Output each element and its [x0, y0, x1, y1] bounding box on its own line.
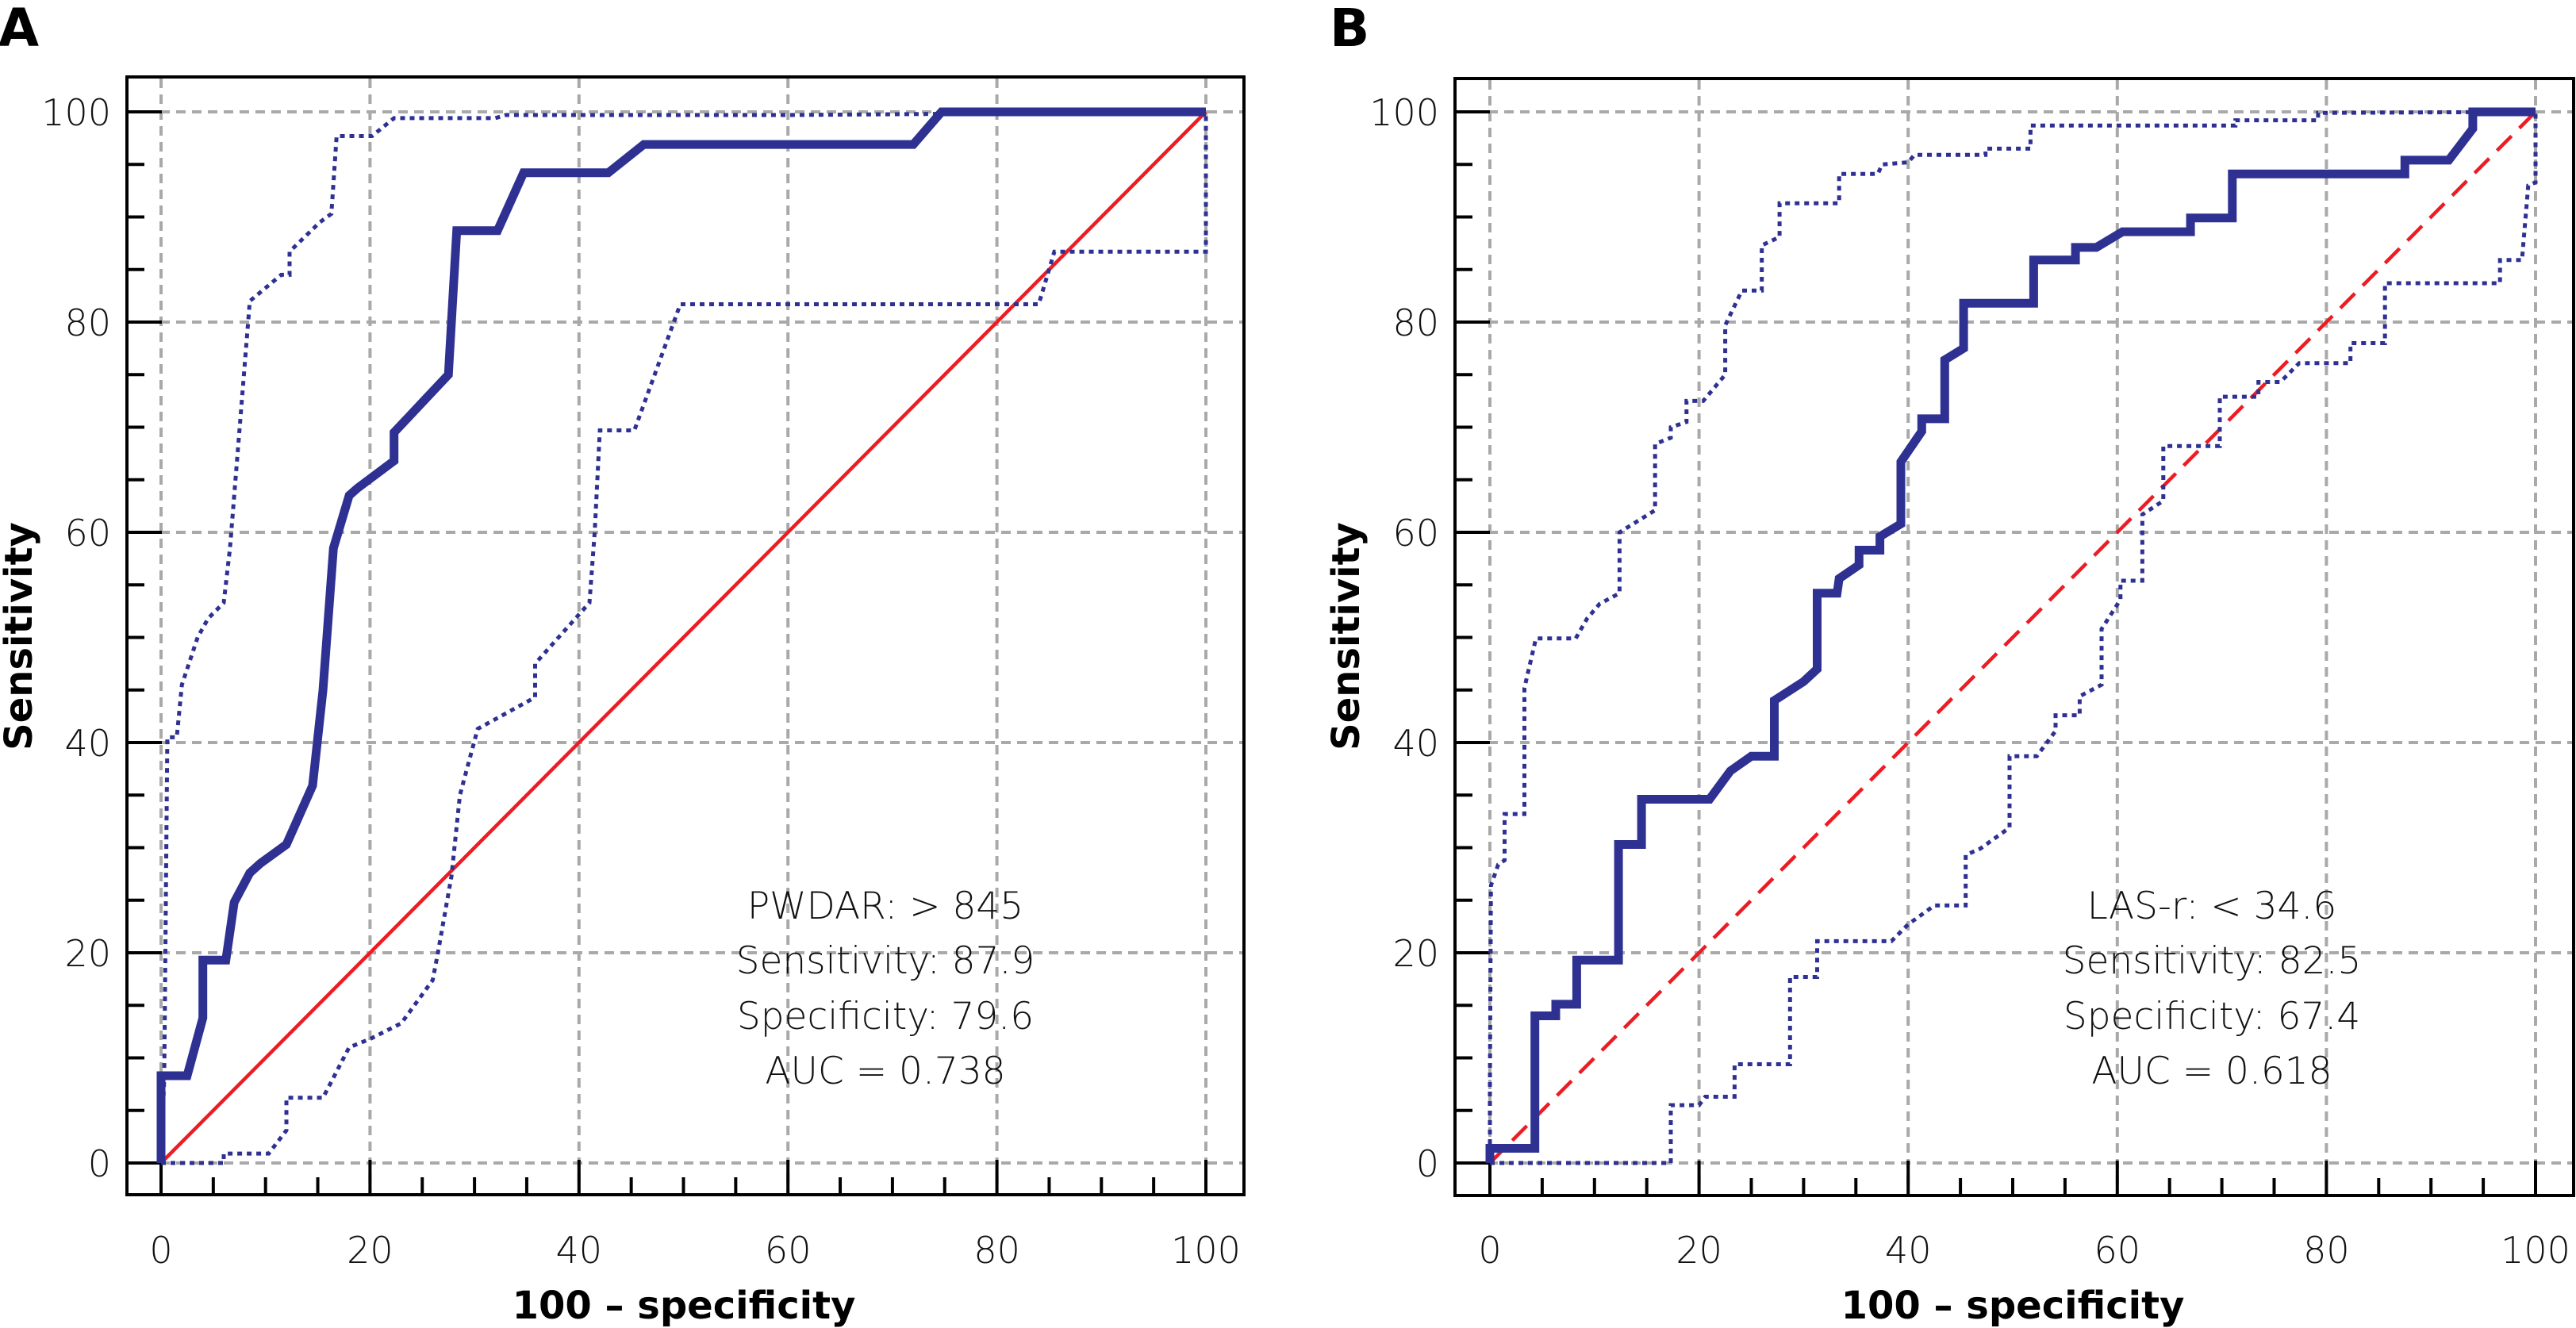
- y-axis-title: Sensitivity: [0, 522, 41, 750]
- upper-95-ci-line: [159, 109, 1207, 1164]
- panel-label: A: [0, 0, 39, 59]
- x-tick-label: 0: [149, 1229, 172, 1272]
- roc-curve-line: [1485, 107, 2536, 1163]
- upper-95-ci-line: [1488, 109, 2536, 1163]
- x-tick-label: 80: [973, 1229, 1020, 1272]
- y-tick-label: 60: [1392, 512, 1439, 555]
- x-axis-title: 100 – specificity: [513, 1284, 856, 1328]
- axis-ticks: 0 20 40 60 80 100 0 20 40 60 80 100: [1369, 91, 2570, 1272]
- x-tick-label: 100: [1171, 1229, 1241, 1272]
- x-axis-title: 100 – specificity: [1841, 1284, 2185, 1328]
- annotation-line: AUC = 0.618: [2091, 1050, 2332, 1093]
- x-tick-label: 20: [347, 1229, 394, 1272]
- annotation-line: Sensitivity: 87.9: [736, 939, 1035, 983]
- x-tick-label: 0: [1478, 1229, 1501, 1272]
- y-tick-label: 40: [1392, 722, 1439, 765]
- y-tick-label: 60: [64, 512, 111, 555]
- x-tick-label: 60: [765, 1229, 812, 1272]
- panel-label: B: [1330, 0, 1369, 59]
- y-tick-label: 20: [64, 932, 111, 975]
- reference-line: [159, 110, 1207, 1165]
- annotation-line: Specificity: 67.4: [2063, 995, 2360, 1038]
- x-tick-label: 100: [2501, 1229, 2570, 1272]
- annotation-box: LAS-r: < 34.6 Sensitivity: 82.5 Specific…: [2063, 885, 2362, 1093]
- axis-ticks: 0 20 40 60 80 100 0 20 40 60 80 100: [41, 91, 1241, 1272]
- annotation-line: LAS-r: < 34.6: [2087, 885, 2336, 928]
- y-tick-label: 100: [1369, 91, 1439, 134]
- x-tick-label: 40: [556, 1229, 603, 1272]
- x-tick-label: 20: [1676, 1229, 1722, 1272]
- annotation-line: Sensitivity: 82.5: [2063, 939, 2362, 983]
- roc-curve-line: [156, 107, 1206, 1163]
- y-axis-title: Sensitivity: [1324, 522, 1369, 750]
- lower-95-ci-line: [1490, 112, 2538, 1165]
- y-tick-label: 80: [1392, 301, 1439, 344]
- plot-area: [156, 107, 1208, 1165]
- x-tick-label: 60: [2094, 1229, 2141, 1272]
- y-tick-label: 100: [41, 91, 111, 134]
- x-tick-label: 80: [2303, 1229, 2350, 1272]
- y-tick-label: 0: [1416, 1142, 1439, 1185]
- y-tick-label: 0: [88, 1142, 111, 1185]
- y-tick-label: 80: [64, 301, 111, 344]
- panel-a: A 0 20 40 60 80 100 0 20 40 60 80 100 Sensitivity 1…: [0, 0, 1246, 1328]
- plot-frame: [1453, 77, 2575, 1197]
- grid: [129, 79, 1242, 1193]
- annotation-box: PWDAR: > 845 Sensitivity: 87.9 Specifici…: [736, 885, 1035, 1093]
- annotation-line: PWDAR: > 845: [747, 885, 1023, 928]
- annotation-line: AUC = 0.738: [765, 1050, 1005, 1093]
- y-tick-label: 20: [1392, 932, 1439, 975]
- annotation-line: Specificity: 79.6: [737, 995, 1034, 1038]
- plot-area: [1485, 107, 2538, 1165]
- panel-b: B 0 20 40 60 80 100 0 20 40 60 80 100 Sensitivity 1…: [1324, 0, 2575, 1328]
- reference-line: [1488, 110, 2537, 1165]
- y-tick-label: 40: [64, 722, 111, 765]
- plot-frame: [125, 75, 1246, 1196]
- x-tick-label: 40: [1885, 1229, 1932, 1272]
